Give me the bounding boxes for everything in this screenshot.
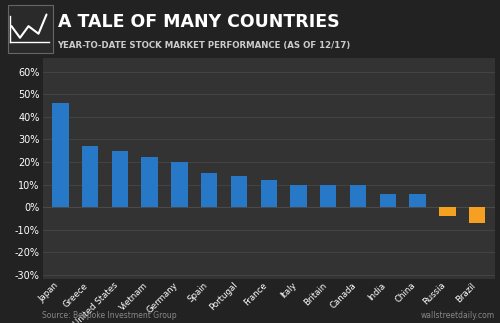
Text: YEAR-TO-DATE STOCK MARKET PERFORMANCE (AS OF 12/17): YEAR-TO-DATE STOCK MARKET PERFORMANCE (A… bbox=[58, 41, 351, 50]
Bar bbox=[231, 175, 247, 207]
Bar bbox=[469, 207, 486, 223]
Bar bbox=[112, 151, 128, 207]
Bar bbox=[260, 180, 277, 207]
Bar bbox=[142, 158, 158, 207]
Bar bbox=[82, 146, 98, 207]
Bar bbox=[410, 193, 426, 207]
Bar bbox=[350, 184, 366, 207]
Text: A TALE OF MANY COUNTRIES: A TALE OF MANY COUNTRIES bbox=[58, 13, 339, 31]
Bar bbox=[439, 207, 456, 216]
FancyBboxPatch shape bbox=[8, 5, 52, 54]
Text: wallstreetdaily.com: wallstreetdaily.com bbox=[421, 311, 495, 320]
Bar bbox=[320, 184, 336, 207]
Bar bbox=[172, 162, 188, 207]
Bar bbox=[380, 193, 396, 207]
Text: Source: Bespoke Investment Group: Source: Bespoke Investment Group bbox=[42, 311, 177, 320]
Bar bbox=[52, 103, 68, 207]
Bar bbox=[290, 184, 306, 207]
Bar bbox=[201, 173, 218, 207]
